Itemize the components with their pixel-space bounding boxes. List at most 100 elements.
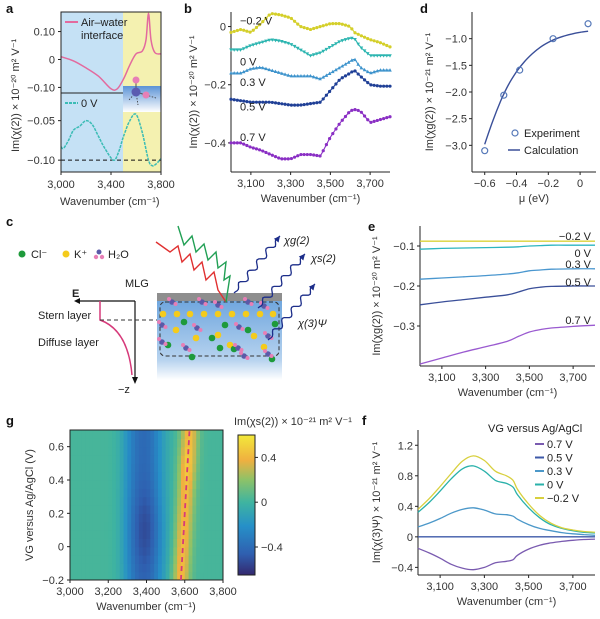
heatmap-cell <box>77 446 83 456</box>
data-point <box>308 27 313 32</box>
data-point <box>229 48 233 52</box>
heatmap-cell <box>177 463 182 473</box>
x-tick-label: 3,100 <box>426 581 454 593</box>
heatmap-cell <box>119 513 125 523</box>
data-point <box>362 114 367 118</box>
heatmap-cell <box>200 530 205 539</box>
heatmap-cell <box>157 430 163 439</box>
data-point <box>312 26 316 31</box>
heatmap-cell <box>73 530 79 539</box>
chi-s-beam <box>257 253 306 309</box>
heatmap-cell <box>127 496 132 506</box>
water-molecule <box>157 320 168 329</box>
heatmap-cell <box>85 538 90 548</box>
data-point <box>362 49 367 53</box>
heatmap-cell <box>173 521 178 531</box>
heatmap-cell <box>150 538 155 548</box>
heatmap-cell <box>108 463 113 473</box>
heatmap-cell <box>161 438 167 448</box>
heatmap-cell <box>112 505 117 514</box>
data-point <box>257 65 262 69</box>
data-point <box>293 103 297 107</box>
k-ion <box>228 310 236 318</box>
heatmap-cell <box>165 463 171 473</box>
data-point <box>378 68 383 72</box>
data-point <box>346 60 351 64</box>
heatmap-cell <box>173 496 178 506</box>
heatmap-cell <box>161 446 167 456</box>
heatmap-cell <box>188 463 193 473</box>
heatmap-cell <box>77 563 83 573</box>
panel-c-schematic: Cl⁻ K⁺ H₂O MLG E −z Stern layer Diffuse … <box>18 225 336 396</box>
x-tick-label: 3,600 <box>171 586 199 598</box>
k-legend-dot <box>62 250 70 258</box>
h-bonded-region <box>61 12 123 172</box>
data-point <box>270 100 274 105</box>
data-point <box>232 71 236 75</box>
heatmap-cell <box>142 471 148 481</box>
heatmap-cell <box>150 563 155 573</box>
heatmap-cell <box>184 430 190 439</box>
heatmap-cell <box>150 463 155 473</box>
heatmap-cell <box>112 488 117 498</box>
heatmap-cell <box>104 563 109 573</box>
heatmap-cell <box>123 455 128 464</box>
heatmap-cell <box>142 521 148 531</box>
series-label: 0.3 V <box>240 77 266 89</box>
data-point <box>365 52 370 56</box>
data-point <box>235 48 240 52</box>
heatmap-cell <box>192 438 197 448</box>
data-point <box>258 148 262 152</box>
oxygen-atom <box>199 299 205 305</box>
heatmap-cell <box>203 496 209 506</box>
y-tick-label: −2.0 <box>445 87 467 99</box>
heatmap-cell <box>112 538 117 548</box>
heatmap-cell <box>73 546 79 556</box>
k-ion <box>250 332 258 340</box>
heatmap-cell <box>142 438 148 448</box>
heatmap-cell <box>219 480 223 489</box>
data-point <box>302 102 306 107</box>
heatmap-cell <box>173 463 178 473</box>
y-tick-label: −0.4 <box>391 562 413 574</box>
hydrogen-atom <box>234 322 238 326</box>
hydrogen-atom <box>192 323 196 327</box>
heatmap-cell <box>215 496 220 506</box>
heatmap-cell <box>127 571 132 580</box>
heatmap-cell <box>135 546 140 556</box>
heatmap-cell <box>70 496 75 506</box>
heatmap-cell <box>219 571 223 580</box>
heatmap-cell <box>73 521 79 531</box>
heatmap-cell <box>146 505 151 514</box>
data-point <box>305 52 310 56</box>
heatmap-cell <box>138 513 144 523</box>
heatmap-cell <box>112 455 117 464</box>
heatmap-cell <box>77 571 83 580</box>
oxygen-atom <box>194 325 200 331</box>
heatmap-cell <box>157 480 163 489</box>
oxygen-atom <box>235 345 241 351</box>
data-point <box>299 74 303 78</box>
heatmap-cell <box>211 488 216 498</box>
heatmap-cell <box>104 471 109 481</box>
data-point <box>327 22 332 26</box>
data-point <box>327 71 332 75</box>
data-point <box>353 31 357 35</box>
heatmap-cell <box>203 521 209 531</box>
heatmap-cell <box>215 563 220 573</box>
data-point <box>366 81 370 85</box>
heatmap-cell <box>115 538 121 548</box>
experiment-point <box>584 20 592 28</box>
data-point <box>321 149 325 153</box>
heatmap-cell <box>119 521 125 531</box>
heatmap-cell <box>219 471 223 481</box>
heatmap-cell <box>89 513 94 523</box>
data-point <box>353 57 357 62</box>
x-axis-label: Wavenumber (cm⁻¹) <box>261 193 361 205</box>
heatmap-cell <box>203 480 209 489</box>
data-point <box>299 152 303 157</box>
heatmap-cell <box>112 555 117 564</box>
heatmap-cell <box>81 530 86 539</box>
heatmap-cell <box>85 463 90 473</box>
heatmap-cell <box>165 480 171 489</box>
